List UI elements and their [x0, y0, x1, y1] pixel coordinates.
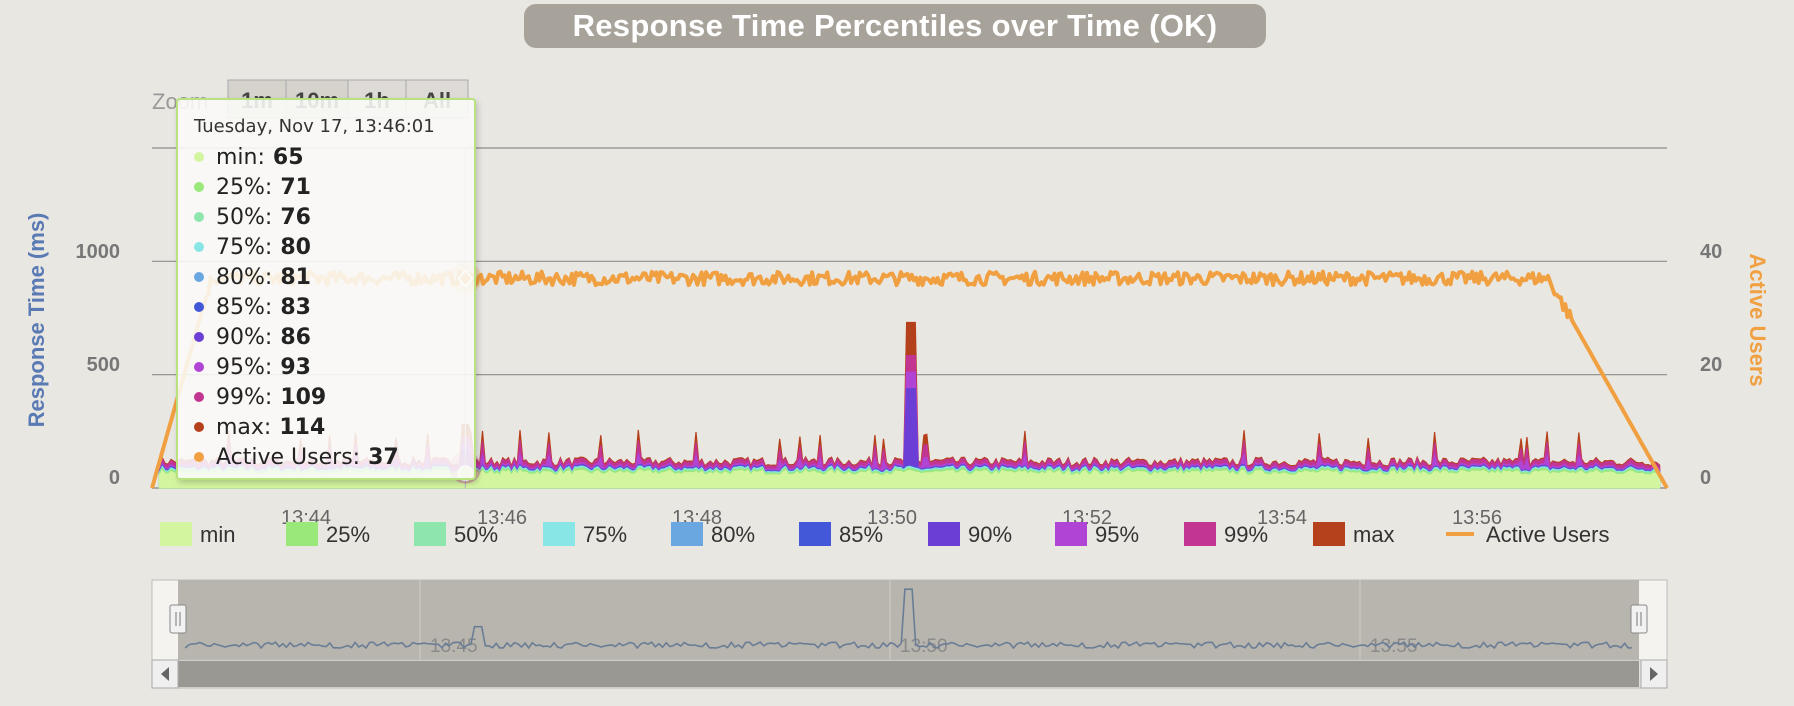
tooltip-value: 93 — [280, 354, 311, 380]
scroll-left-arrow[interactable] — [151, 659, 179, 689]
tooltip-row: 90%: 86 — [178, 322, 474, 352]
legend-label-50pct[interactable]: 50% — [454, 522, 498, 547]
y-axis-left-title: Response Time (ms) — [24, 213, 49, 428]
tooltip-dot-icon — [194, 152, 204, 162]
navigator-series-line — [184, 588, 1632, 650]
tooltip-label: 50%: — [216, 204, 273, 230]
navigator-label-1345: 13:45 — [430, 636, 478, 657]
tooltip-label: 95%: — [216, 354, 273, 380]
legend-label-85pct[interactable]: 85% — [839, 522, 883, 547]
navigator-grid — [419, 580, 1361, 660]
legend-label-active-users[interactable]: Active Users — [1486, 522, 1609, 547]
y-right-tick-40: 40 — [1700, 241, 1722, 263]
tooltip-row: 85%: 83 — [178, 292, 474, 322]
x-tick-1354: 13:54 — [1257, 507, 1307, 529]
legend: min 25% 50% 75% 80% 85% 90% 95% 99% max Active Use… — [160, 522, 1609, 547]
legend-swatch-25pct — [286, 522, 318, 546]
y-left-tick-1000: 1000 — [76, 241, 121, 263]
plot-area — [150, 148, 1669, 490]
scroll-right-arrow[interactable] — [1640, 659, 1668, 689]
tooltip-dot-icon — [194, 392, 204, 402]
scrollbar-thumb[interactable] — [178, 661, 1639, 687]
tooltip-dot-icon — [194, 422, 204, 432]
legend-label-99pct[interactable]: 99% — [1224, 522, 1268, 547]
tooltip-row: 25%: 71 — [178, 172, 474, 202]
tooltip-value: 76 — [280, 204, 311, 230]
legend-label-80pct[interactable]: 80% — [711, 522, 755, 547]
tooltip-label: Active Users: — [216, 444, 361, 470]
tooltip-dot-icon — [194, 182, 204, 192]
tooltip: Tuesday, Nov 17, 13:46:01 min: 65 25%: 71 50… — [176, 98, 476, 480]
tooltip-value: 37 — [368, 444, 399, 470]
x-tick-1350: 13:50 — [867, 507, 917, 529]
tooltip-dot-icon — [194, 452, 204, 462]
tooltip-label: 80%: — [216, 264, 273, 290]
tooltip-row: 80%: 81 — [178, 262, 474, 292]
tooltip-value: 109 — [280, 384, 327, 410]
tooltip-label: 25%: — [216, 174, 273, 200]
tooltip-dot-icon — [194, 212, 204, 222]
chart-title: Response Time Percentiles over Time (OK) — [524, 4, 1266, 48]
tooltip-value: 86 — [280, 324, 311, 350]
legend-label-90pct[interactable]: 90% — [968, 522, 1012, 547]
y-left-tick-500: 500 — [87, 354, 120, 376]
tooltip-label: 75%: — [216, 234, 273, 260]
tooltip-row: min: 65 — [178, 142, 474, 172]
tooltip-dot-icon — [194, 362, 204, 372]
navigator[interactable]: 13:45 13:50 13:55 — [151, 579, 1668, 661]
navigator-label-1355: 13:55 — [1370, 636, 1418, 657]
navigator-left-handle[interactable] — [169, 604, 187, 634]
legend-swatch-min — [160, 522, 192, 546]
legend-swatch-95pct — [1055, 522, 1087, 546]
tooltip-label: 85%: — [216, 294, 273, 320]
tooltip-row: Active Users: 37 — [178, 442, 474, 472]
tooltip-label: 90%: — [216, 324, 273, 350]
tooltip-value: 81 — [280, 264, 311, 290]
tooltip-row: 99%: 109 — [178, 382, 474, 412]
tooltip-label: min: — [216, 144, 265, 170]
tooltip-row: max: 114 — [178, 412, 474, 442]
legend-swatch-80pct — [671, 522, 703, 546]
legend-swatch-75pct — [543, 522, 575, 546]
tooltip-value: 71 — [280, 174, 311, 200]
legend-label-75pct[interactable]: 75% — [583, 522, 627, 547]
navigator-selected-range[interactable] — [178, 580, 1639, 660]
y-right-tick-20: 20 — [1700, 354, 1722, 376]
legend-swatch-85pct — [799, 522, 831, 546]
tooltip-row: 75%: 80 — [178, 232, 474, 262]
y-right-tick-0: 0 — [1700, 467, 1711, 489]
legend-swatch-max — [1313, 522, 1345, 546]
y-axis-right-title: Active Users — [1745, 253, 1770, 386]
tooltip-dot-icon — [194, 332, 204, 342]
legend-label-95pct[interactable]: 95% — [1095, 522, 1139, 547]
tooltip-row: 95%: 93 — [178, 352, 474, 382]
tooltip-dot-icon — [194, 272, 204, 282]
tooltip-value: 65 — [272, 144, 304, 170]
y-left-tick-0: 0 — [109, 467, 120, 489]
legend-swatch-99pct — [1184, 522, 1216, 546]
tooltip-value: 114 — [279, 414, 326, 440]
tooltip-value: 80 — [280, 234, 311, 260]
tooltip-label: 99%: — [216, 384, 273, 410]
tooltip-row: 50%: 76 — [178, 202, 474, 232]
tooltip-dot-icon — [194, 302, 204, 312]
navigator-right-handle[interactable] — [1630, 604, 1648, 634]
legend-swatch-90pct — [928, 522, 960, 546]
x-tick-1346: 13:46 — [477, 507, 527, 529]
x-tick-1356: 13:56 — [1452, 507, 1502, 529]
legend-label-max[interactable]: max — [1353, 522, 1395, 547]
tooltip-label: max: — [216, 414, 272, 440]
tooltip-dot-icon — [194, 242, 204, 252]
tooltip-value: 83 — [280, 294, 311, 320]
legend-label-min[interactable]: min — [200, 522, 235, 547]
scrollbar[interactable] — [151, 659, 1668, 689]
legend-swatch-50pct — [414, 522, 446, 546]
legend-label-25pct[interactable]: 25% — [326, 522, 370, 547]
tooltip-date: Tuesday, Nov 17, 13:46:01 — [194, 116, 435, 137]
